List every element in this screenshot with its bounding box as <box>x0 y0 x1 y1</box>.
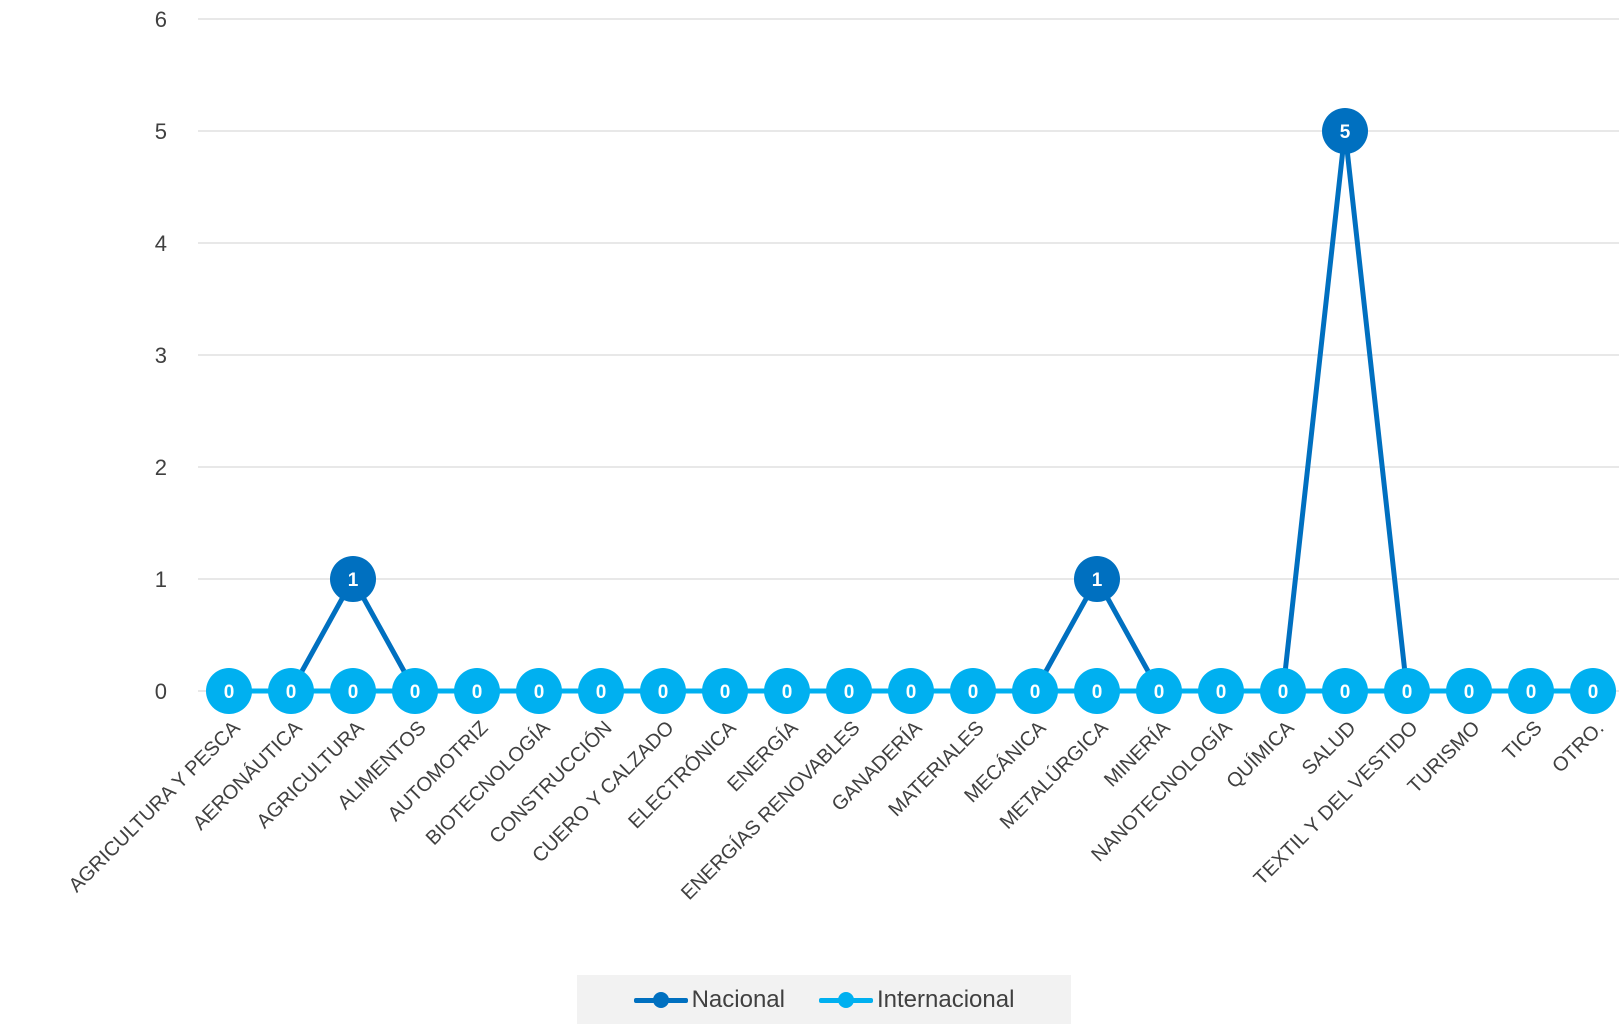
y-tick-label: 2 <box>155 455 167 480</box>
data-label: 0 <box>534 682 545 703</box>
data-label: 0 <box>1402 682 1413 703</box>
data-point[interactable] <box>764 668 810 714</box>
x-tick-label: OTRO. <box>1548 717 1608 777</box>
data-label: 5 <box>1340 122 1351 143</box>
x-tick-label: SALUD <box>1298 717 1361 780</box>
data-label: 0 <box>968 682 979 703</box>
data-point[interactable] <box>1074 668 1120 714</box>
legend-swatch-internacional-icon <box>818 989 873 1011</box>
data-label: 0 <box>844 682 855 703</box>
x-tick-label: AERONÁUTICA <box>188 716 307 835</box>
data-point[interactable] <box>578 668 624 714</box>
y-tick-label: 5 <box>155 119 167 144</box>
legend-item-nacional[interactable]: Nacional <box>633 985 785 1014</box>
legend-swatch-nacional-icon <box>633 989 688 1011</box>
data-label: 0 <box>720 682 731 703</box>
data-point[interactable] <box>640 668 686 714</box>
legend-label-nacional: Nacional <box>691 985 785 1013</box>
data-point[interactable] <box>206 668 252 714</box>
series-line <box>229 128 1593 694</box>
series-nacional: 1 1 5 <box>229 108 1593 694</box>
y-tick-label: 3 <box>155 343 167 368</box>
data-point[interactable] <box>1508 668 1554 714</box>
data-label: 0 <box>1278 682 1289 703</box>
data-label: 0 <box>596 682 607 703</box>
data-label: 0 <box>782 682 793 703</box>
data-point[interactable] <box>1198 668 1244 714</box>
legend: Nacional Internacional <box>577 975 1071 1024</box>
data-point[interactable] <box>1570 668 1616 714</box>
x-tick-label: ELECTRÓNICA <box>624 716 741 833</box>
data-point[interactable] <box>1322 668 1368 714</box>
data-label: 0 <box>906 682 917 703</box>
data-point[interactable] <box>1446 668 1492 714</box>
data-label: 1 <box>348 570 359 591</box>
series-internacional: 0 0 0 0 0 0 0 0 0 0 0 0 0 0 0 0 0 0 0 0 0 0 0 <box>206 668 1616 714</box>
x-tick-label: METALÚRGICA <box>995 716 1113 834</box>
data-label: 0 <box>472 682 483 703</box>
data-point[interactable] <box>826 668 872 714</box>
data-point[interactable] <box>1074 556 1120 602</box>
data-label: 0 <box>1030 682 1041 703</box>
data-point[interactable] <box>1384 668 1430 714</box>
line-chart: 0 1 2 3 4 5 6 AGRICULTURA Y PESCAAERONÁUTICAAG… <box>65 7 1619 905</box>
data-point[interactable] <box>702 668 748 714</box>
data-point[interactable] <box>454 668 500 714</box>
y-tick-label: 4 <box>155 231 167 256</box>
legend-label-internacional: Internacional <box>876 985 1015 1013</box>
series-layer: 1 1 5 0 0 0 0 0 0 0 0 0 0 0 0 0 0 0 0 0 0 0 0 0 0 0 <box>206 108 1616 714</box>
data-point[interactable] <box>330 668 376 714</box>
data-label: 0 <box>1464 682 1475 703</box>
data-label: 1 <box>1092 570 1103 591</box>
gridlines <box>198 18 1619 692</box>
data-label: 0 <box>224 682 235 703</box>
data-label: 0 <box>1526 682 1537 703</box>
y-tick-label: 1 <box>155 567 167 592</box>
data-point[interactable] <box>1322 108 1368 154</box>
y-tick-label: 0 <box>155 679 167 704</box>
data-label: 0 <box>286 682 297 703</box>
data-label: 0 <box>1340 682 1351 703</box>
data-point[interactable] <box>516 668 562 714</box>
data-point[interactable] <box>392 668 438 714</box>
data-label: 0 <box>658 682 669 703</box>
y-tick-label: 6 <box>155 7 167 32</box>
data-point[interactable] <box>1260 668 1306 714</box>
data-label: 0 <box>348 682 359 703</box>
x-tick-label: QUÍMICA <box>1222 716 1299 793</box>
data-label: 0 <box>410 682 421 703</box>
data-label: 0 <box>1588 682 1599 703</box>
data-label: 0 <box>1092 682 1103 703</box>
x-axis-labels: AGRICULTURA Y PESCAAERONÁUTICAAGRICULTUR… <box>65 716 1609 905</box>
x-tick-label: TICS <box>1499 717 1547 765</box>
data-label: 0 <box>1216 682 1227 703</box>
data-point[interactable] <box>1012 668 1058 714</box>
data-label: 0 <box>1154 682 1165 703</box>
legend-item-internacional[interactable]: Internacional <box>818 985 1015 1014</box>
data-point[interactable] <box>268 668 314 714</box>
data-point[interactable] <box>1136 668 1182 714</box>
data-point[interactable] <box>888 668 934 714</box>
data-point[interactable] <box>330 556 376 602</box>
data-point[interactable] <box>950 668 996 714</box>
x-tick-label: AGRICULTURA <box>253 717 369 833</box>
y-axis-ticks: 0 1 2 3 4 5 6 <box>155 7 167 704</box>
